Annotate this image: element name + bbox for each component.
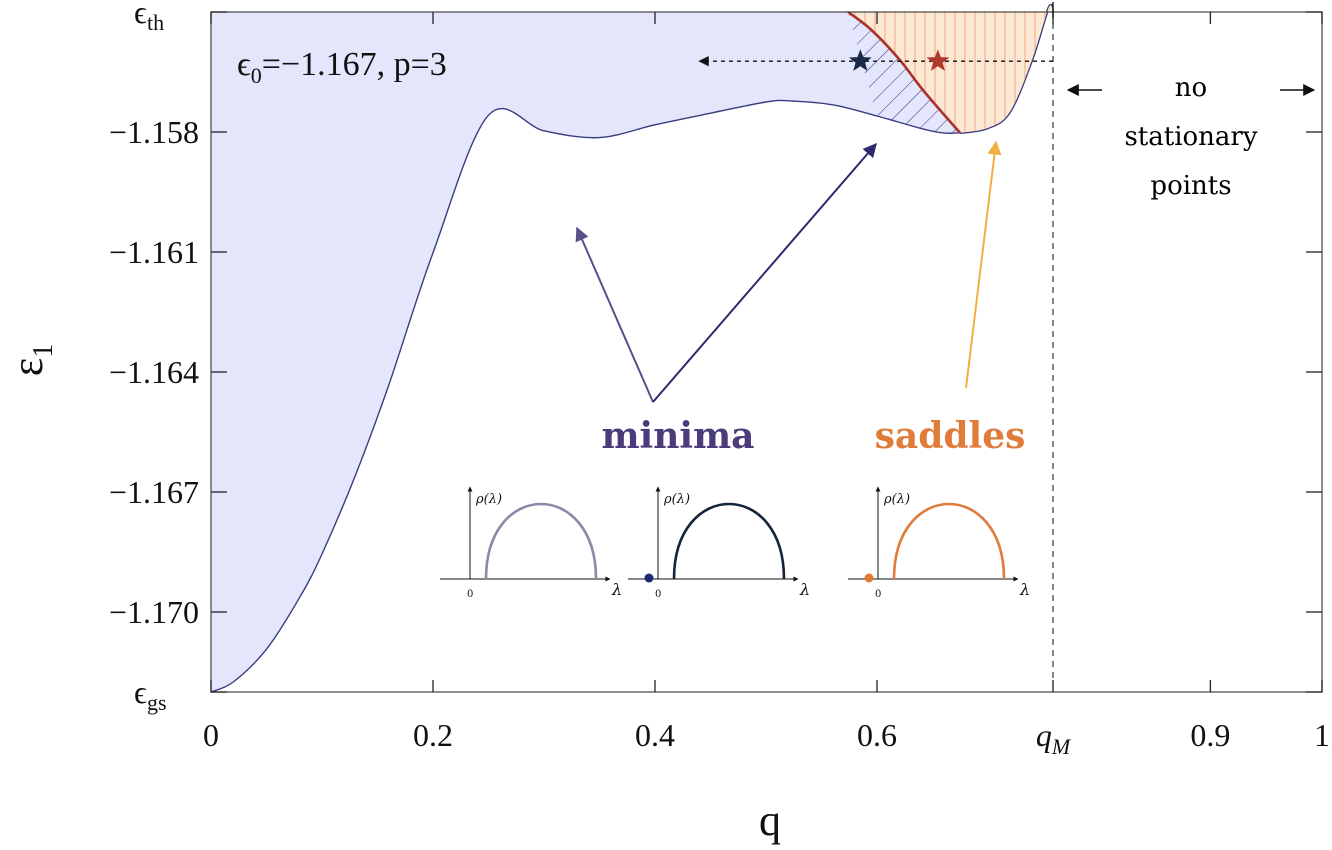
params-sub: 0 bbox=[251, 63, 262, 88]
x-tick-label: 0.6 bbox=[857, 717, 897, 753]
inset-dot bbox=[864, 573, 874, 583]
inset-zero: 0 bbox=[875, 589, 881, 600]
inset-xlabel: λ bbox=[799, 580, 810, 599]
y-tick-label: −1.164 bbox=[109, 354, 199, 390]
y-tick-label: ϵth bbox=[134, 0, 164, 35]
y-tick-label: −1.167 bbox=[109, 474, 199, 510]
x-tick-label: 1 bbox=[1314, 717, 1330, 753]
no-stationary-line-1: no bbox=[1175, 73, 1207, 103]
y-axis-symbol: ε bbox=[3, 358, 52, 376]
x-tick-label: 0.4 bbox=[635, 717, 675, 753]
params-text: =−1.167, p=3 bbox=[262, 46, 447, 83]
inset-xlabel: λ bbox=[611, 580, 622, 599]
saddles-label: saddles bbox=[875, 415, 1026, 457]
inset-ylabel: ρ(λ) bbox=[663, 492, 690, 507]
minima-region-fill bbox=[211, 5, 1053, 693]
x-tick-label: 0.2 bbox=[413, 717, 453, 753]
inset-ylabel: ρ(λ) bbox=[475, 492, 502, 507]
minima-arrow-left bbox=[575, 226, 654, 403]
no-stationary-line-3: points bbox=[1150, 171, 1231, 201]
inset-zero: 0 bbox=[467, 589, 473, 600]
y-tick-label: −1.158 bbox=[109, 114, 199, 150]
saddle-region-lines bbox=[848, 5, 1053, 133]
saddle-curve bbox=[847, 10, 961, 134]
saddles-arrow bbox=[965, 140, 1002, 389]
minima-arrow-right bbox=[652, 142, 877, 403]
y-tick-label: −1.161 bbox=[109, 234, 199, 270]
inset-zero: 0 bbox=[655, 589, 661, 600]
y-tick-label: −1.170 bbox=[109, 594, 199, 630]
inset-1: ρ(λ) λ 0 bbox=[440, 486, 622, 600]
inset-dot bbox=[644, 573, 654, 583]
plot-border bbox=[210, 11, 1323, 693]
no-stationary-line-2: stationary bbox=[1124, 122, 1257, 152]
y-tick-label: ϵgs bbox=[134, 674, 167, 715]
inset-xlabel: λ bbox=[1019, 580, 1030, 599]
x-tick-label: qM bbox=[1036, 717, 1072, 759]
y-axis-sub: 1 bbox=[28, 344, 59, 358]
inset-2: ρ(λ) λ 0 bbox=[628, 486, 810, 600]
inset-3: ρ(λ) λ 0 bbox=[848, 486, 1030, 600]
minimum-star bbox=[848, 49, 872, 71]
inset-spectrum-curve bbox=[672, 502, 786, 580]
x-tick-label: 0.9 bbox=[1190, 717, 1230, 753]
x-tick-label: 0 bbox=[203, 717, 219, 753]
inset-spectrum-curve bbox=[892, 502, 1006, 580]
params-label: ϵ0=−1.167, p=3 bbox=[237, 46, 447, 88]
minima-label: minima bbox=[601, 415, 754, 457]
params-prefix: ϵ bbox=[237, 46, 251, 83]
saddle-star bbox=[926, 49, 950, 71]
y-axis-label: ε1 bbox=[3, 344, 59, 376]
x-axis-label: q bbox=[759, 796, 781, 845]
inset-spectrum-curve bbox=[484, 502, 598, 580]
inset-ylabel: ρ(λ) bbox=[883, 492, 910, 507]
